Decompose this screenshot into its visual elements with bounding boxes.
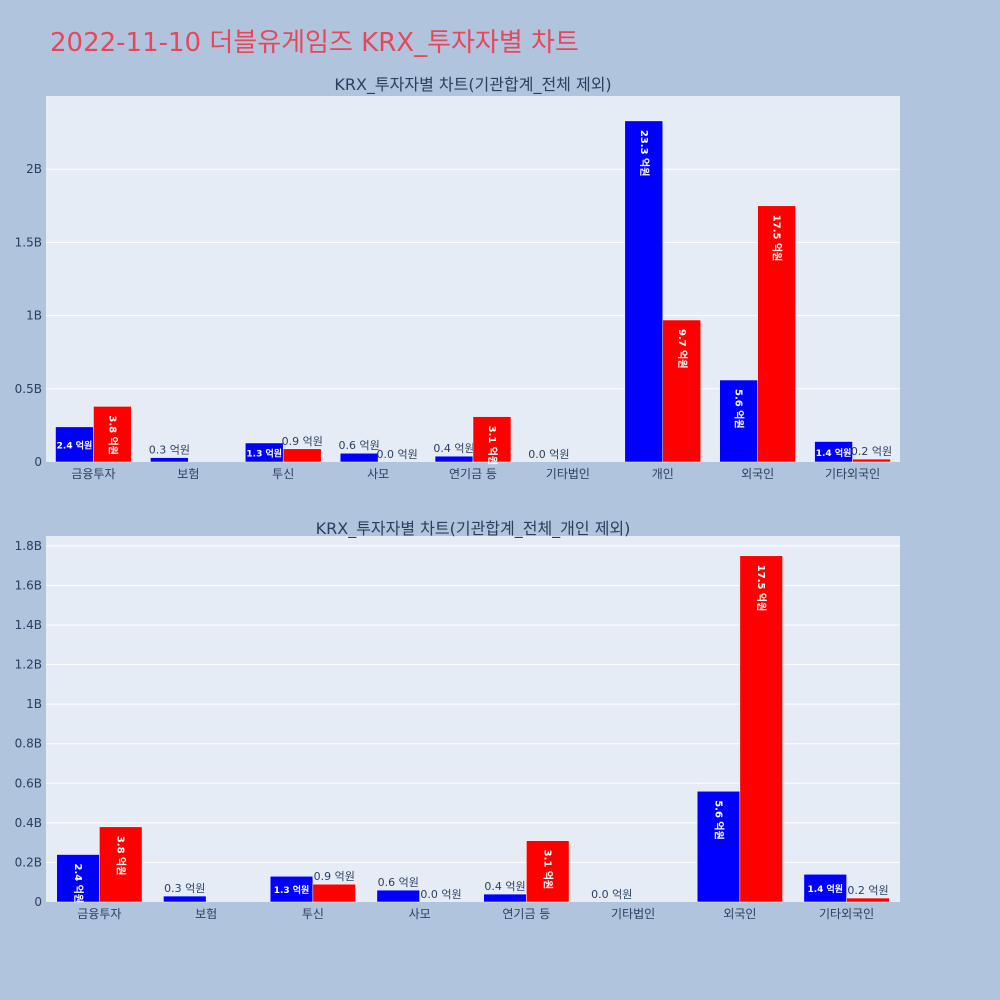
bar — [163, 895, 207, 903]
bar — [852, 458, 891, 463]
bar — [662, 319, 701, 463]
x-tick-label: 투신 — [272, 467, 294, 481]
data-label: 3.1 억원 — [542, 850, 555, 890]
y-tick-label: 1.2B — [15, 658, 42, 672]
y-tick-label: 1.5B — [15, 235, 42, 249]
x-tick-label: 개인 — [652, 467, 674, 481]
bar — [483, 893, 527, 903]
x-tick-label: 보험 — [195, 907, 217, 921]
chart-bottom: KRX_투자자별 차트(기관합계_전체_개인 제외) 0 0.2B 0.4B 0.6B 0… — [15, 519, 900, 921]
bar — [312, 883, 356, 903]
y-tick-label: 2B — [26, 162, 42, 176]
data-label: 9.7 억원 — [676, 329, 689, 369]
y-tick-label: 0.5B — [15, 382, 42, 396]
data-label: 0.2 억원 — [851, 445, 892, 458]
bar — [434, 455, 474, 463]
x-tick-label: 투신 — [302, 907, 324, 921]
y-tick-label: 0 — [34, 455, 42, 469]
data-label: 0.9 억원 — [314, 870, 355, 883]
x-tick-label: 보험 — [177, 467, 199, 481]
data-label: 3.1 억원 — [486, 426, 499, 466]
x-tick-label: 기타외국인 — [825, 467, 880, 481]
bar — [56, 854, 100, 903]
y-tick-label: 1.6B — [15, 578, 42, 592]
x-tick-label: 기타외국인 — [819, 907, 874, 921]
bar — [376, 889, 420, 903]
bar — [99, 826, 143, 903]
x-tick-label: 기타법인 — [611, 907, 655, 921]
data-label: 0.0 억원 — [528, 448, 569, 461]
page-title: 2022-11-10 더블유게임즈 KRX_투자자별 차트 — [50, 28, 579, 58]
x-tick-label: 외국인 — [723, 907, 756, 921]
data-label: 0.6 억원 — [339, 439, 380, 452]
y-tick-label: 0.8B — [15, 737, 42, 751]
x-tick-label: 금융투자 — [77, 907, 121, 921]
chart-top: KRX_투자자별 차트(기관합계_전체 제외) 0 0.5B 1B 1.5B 2B 금융투자… — [15, 75, 900, 481]
data-label: 17.5 억원 — [755, 565, 768, 612]
data-label: 0.6 억원 — [378, 876, 419, 889]
data-label: 5.6 억원 — [733, 389, 746, 429]
y-tick-label: 1.8B — [15, 539, 42, 553]
y-tick-label: 1B — [26, 697, 42, 711]
chart-title: KRX_투자자별 차트(기관합계_전체 제외) — [334, 75, 611, 95]
data-label: 5.6 억원 — [713, 800, 726, 840]
bar — [93, 406, 132, 463]
x-tick-label: 사모 — [367, 467, 389, 481]
data-label: 0.3 억원 — [164, 882, 205, 895]
data-label: 0.4 억원 — [433, 442, 474, 455]
data-label: 2.4 억원 — [57, 439, 93, 451]
data-label: 0.0 억원 — [591, 888, 632, 901]
bar — [339, 452, 379, 463]
data-label: 0.4 억원 — [484, 880, 525, 893]
bar — [55, 426, 94, 463]
y-tick-label: 1.4B — [15, 618, 42, 632]
y-tick-label: 1B — [26, 309, 42, 323]
data-label: 1.4 억원 — [816, 447, 852, 459]
y-tick-label: 0.4B — [15, 816, 42, 830]
y-tick-label: 0.6B — [15, 776, 42, 790]
data-label: 0.2 억원 — [847, 884, 888, 897]
data-label: 0.9 억원 — [282, 435, 323, 448]
x-tick-label: 기타법인 — [546, 467, 590, 481]
bar — [472, 416, 512, 463]
bar — [846, 897, 890, 903]
x-tick-label: 금융투자 — [71, 467, 115, 481]
bar — [269, 876, 314, 903]
bar — [696, 790, 741, 903]
y-tick-label: 0 — [34, 895, 42, 909]
x-tick-label: 연기금 등 — [449, 467, 497, 481]
data-label: 3.8 억원 — [115, 836, 128, 876]
data-label: 0.3 억원 — [149, 444, 190, 457]
data-label: 3.8 억원 — [106, 415, 119, 455]
bar — [803, 874, 847, 903]
bar — [526, 840, 570, 903]
x-tick-label: 연기금 등 — [502, 907, 550, 921]
data-label: 1.3 억원 — [246, 447, 282, 459]
data-label: 0.0 억원 — [420, 888, 461, 901]
data-label: 17.5 억원 — [771, 215, 784, 262]
bar — [814, 441, 853, 463]
data-label: 1.3 억원 — [274, 884, 310, 896]
y-tick-label: 0.2B — [15, 855, 42, 869]
data-label: 2.4 억원 — [72, 864, 85, 904]
bar — [282, 448, 322, 463]
x-tick-label: 외국인 — [741, 467, 774, 481]
x-tick-label: 사모 — [409, 907, 431, 921]
bar — [757, 205, 796, 463]
data-label: 1.4 억원 — [807, 883, 843, 895]
data-label: 23.3 억원 — [638, 130, 651, 177]
bar — [739, 555, 783, 903]
bar — [719, 379, 758, 463]
chart-title: KRX_투자자별 차트(기관합계_전체_개인 제외) — [316, 519, 631, 539]
bar — [624, 120, 664, 463]
data-label: 0.0 억원 — [376, 448, 417, 461]
bar — [150, 457, 189, 463]
